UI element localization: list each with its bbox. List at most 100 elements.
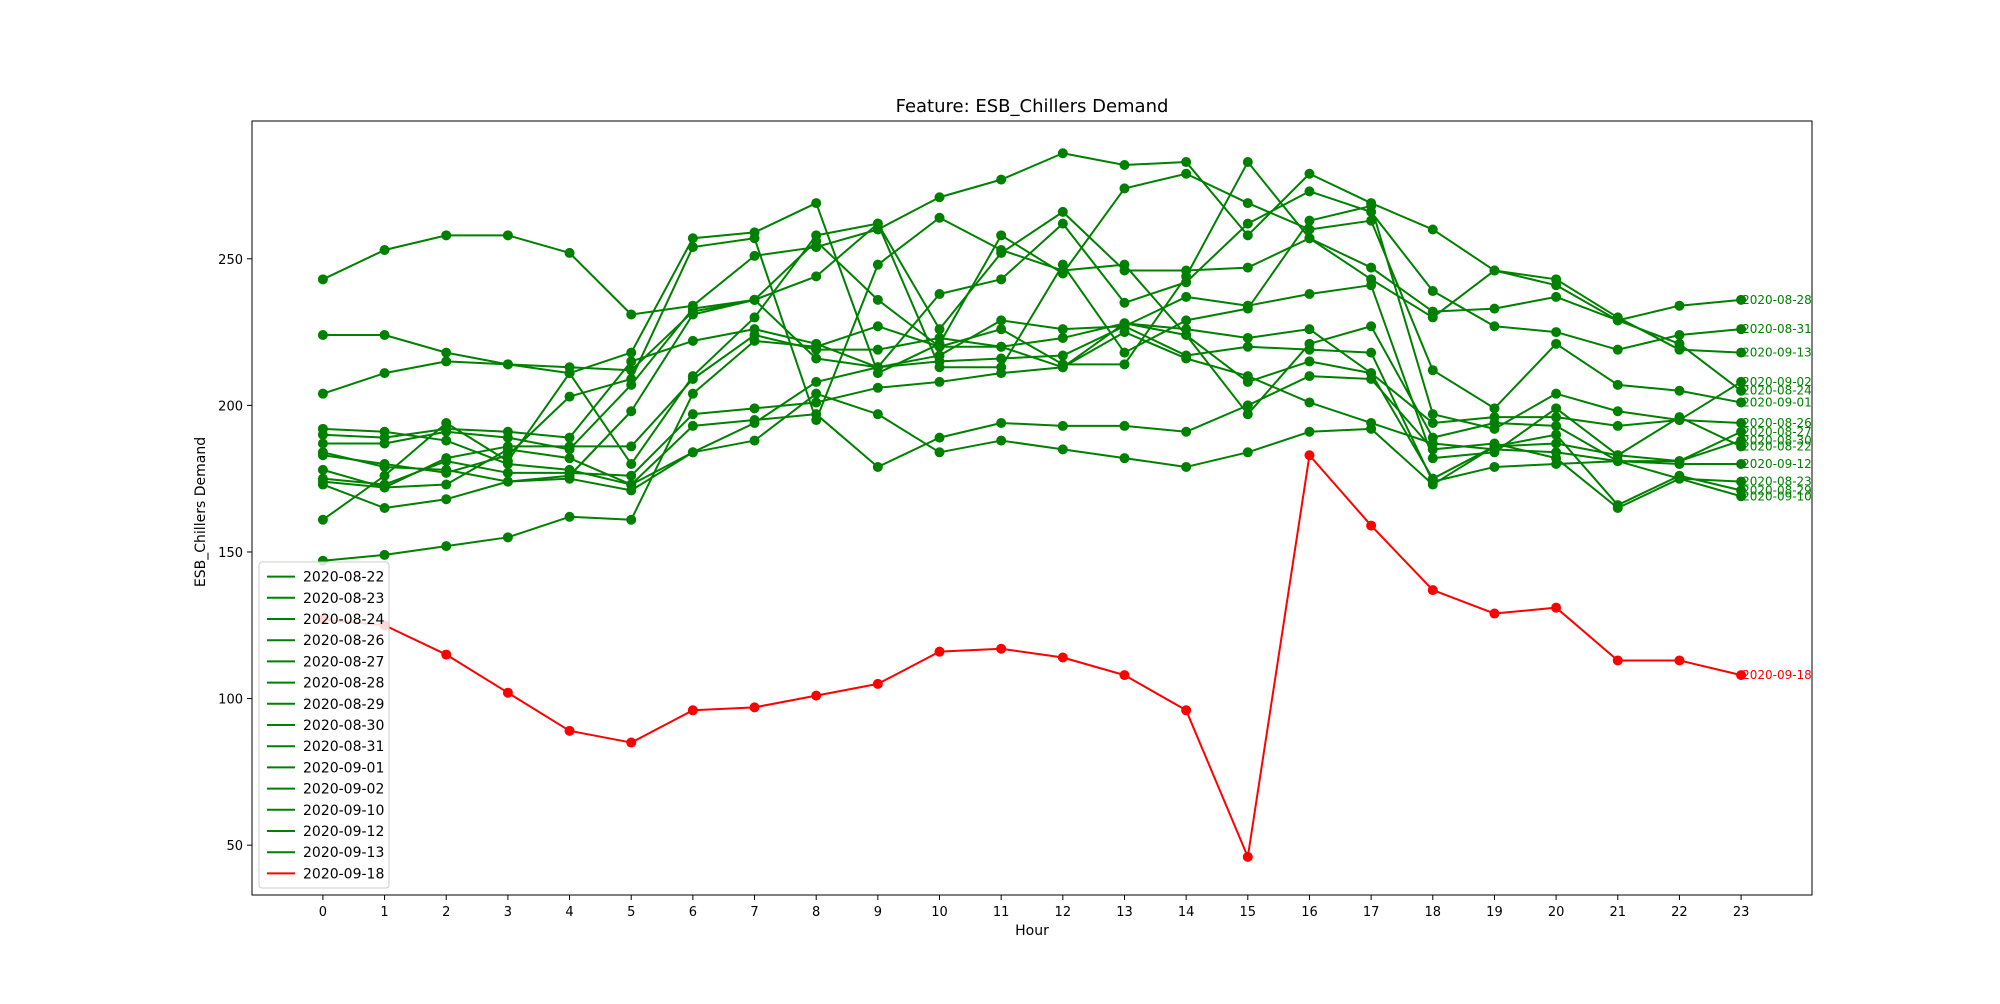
data-point xyxy=(1181,157,1192,168)
x-tick-label: 4 xyxy=(565,905,573,920)
legend-label: 2020-09-12 xyxy=(303,824,384,840)
data-point xyxy=(934,447,945,458)
data-point xyxy=(1736,347,1747,358)
legend-label: 2020-08-22 xyxy=(303,570,384,586)
data-point xyxy=(441,479,452,490)
data-point xyxy=(1736,324,1747,335)
data-point xyxy=(996,174,1007,185)
data-point xyxy=(1181,461,1192,472)
data-point xyxy=(1242,409,1253,420)
data-point xyxy=(1427,224,1438,235)
data-point xyxy=(996,245,1007,255)
data-point xyxy=(1612,312,1623,323)
data-point xyxy=(1489,423,1500,434)
data-point xyxy=(934,341,945,352)
data-point xyxy=(1242,262,1253,273)
data-point xyxy=(1242,371,1253,382)
data-point xyxy=(749,250,760,261)
data-point xyxy=(872,259,883,270)
data-point xyxy=(626,356,637,367)
series-end-label: 2020-09-13 xyxy=(1742,346,1812,360)
series-end-label: 2020-08-28 xyxy=(1742,293,1812,307)
data-point xyxy=(811,242,822,253)
data-point xyxy=(502,359,513,370)
data-point xyxy=(379,245,390,255)
data-point xyxy=(1242,157,1253,168)
data-point xyxy=(1674,415,1685,426)
data-point xyxy=(1427,438,1438,449)
series-2020-08-24 xyxy=(317,206,1747,513)
data-point xyxy=(626,737,637,748)
data-point xyxy=(1674,344,1685,355)
data-point xyxy=(379,549,390,560)
data-point xyxy=(317,450,328,461)
data-point xyxy=(1242,400,1253,411)
data-point xyxy=(1304,356,1315,367)
x-tick-label: 7 xyxy=(750,905,758,920)
data-point xyxy=(872,294,883,305)
data-point xyxy=(872,218,883,229)
data-point xyxy=(1242,230,1253,241)
x-tick-label: 19 xyxy=(1486,905,1503,920)
data-point xyxy=(502,444,513,455)
data-point xyxy=(317,438,328,449)
data-point xyxy=(502,426,513,437)
data-point xyxy=(441,356,452,367)
data-point xyxy=(1304,224,1315,235)
data-point xyxy=(934,376,945,387)
data-point xyxy=(996,643,1007,654)
data-point xyxy=(934,192,945,203)
data-point xyxy=(1427,365,1438,376)
x-tick-label: 22 xyxy=(1671,905,1688,920)
data-point xyxy=(996,368,1007,379)
data-point xyxy=(441,494,452,505)
data-point xyxy=(1181,353,1192,364)
data-point xyxy=(379,479,390,490)
x-tick-label: 16 xyxy=(1301,905,1318,920)
data-point xyxy=(441,230,452,241)
data-point xyxy=(317,429,328,440)
y-tick-label: 250 xyxy=(218,253,243,268)
data-point xyxy=(749,403,760,414)
data-point xyxy=(1366,215,1377,226)
legend-label: 2020-08-31 xyxy=(303,739,384,755)
data-point xyxy=(996,274,1007,285)
x-tick-label: 21 xyxy=(1609,905,1626,920)
x-tick-label: 17 xyxy=(1363,905,1380,920)
x-tick-label: 15 xyxy=(1240,905,1257,920)
data-point xyxy=(1736,476,1747,487)
data-point xyxy=(1551,327,1562,338)
data-point xyxy=(1304,233,1315,244)
data-point xyxy=(749,227,760,238)
data-point xyxy=(1366,201,1377,212)
data-point xyxy=(1181,168,1192,179)
data-point xyxy=(317,388,328,399)
legend-label: 2020-08-23 xyxy=(303,591,384,607)
data-point xyxy=(1736,417,1747,428)
x-tick-label: 10 xyxy=(931,905,948,920)
data-point xyxy=(1366,520,1377,531)
data-point xyxy=(1551,274,1562,285)
series-end-label: 2020-08-24 xyxy=(1742,384,1812,398)
legend-label: 2020-08-27 xyxy=(303,654,384,670)
data-point xyxy=(1304,215,1315,226)
data-point xyxy=(626,406,637,417)
data-point xyxy=(687,409,698,420)
data-point xyxy=(1674,459,1685,470)
data-point xyxy=(1427,409,1438,420)
y-tick-label: 50 xyxy=(226,839,243,854)
data-point xyxy=(564,247,575,258)
series-line xyxy=(322,454,1742,858)
data-point xyxy=(1427,312,1438,323)
end-label-layer: 2020-08-22 2020-08-23 2020-08-24 2020-08-26… xyxy=(1742,293,1812,682)
data-point xyxy=(1057,359,1068,370)
series-line xyxy=(322,331,1742,486)
series-end-label: 2020-08-23 xyxy=(1742,475,1812,489)
data-point xyxy=(1304,371,1315,382)
data-point xyxy=(626,459,637,470)
data-point xyxy=(1304,426,1315,437)
x-tick-label: 12 xyxy=(1055,905,1072,920)
data-point xyxy=(626,479,637,490)
data-point xyxy=(564,391,575,402)
data-point xyxy=(317,464,328,475)
